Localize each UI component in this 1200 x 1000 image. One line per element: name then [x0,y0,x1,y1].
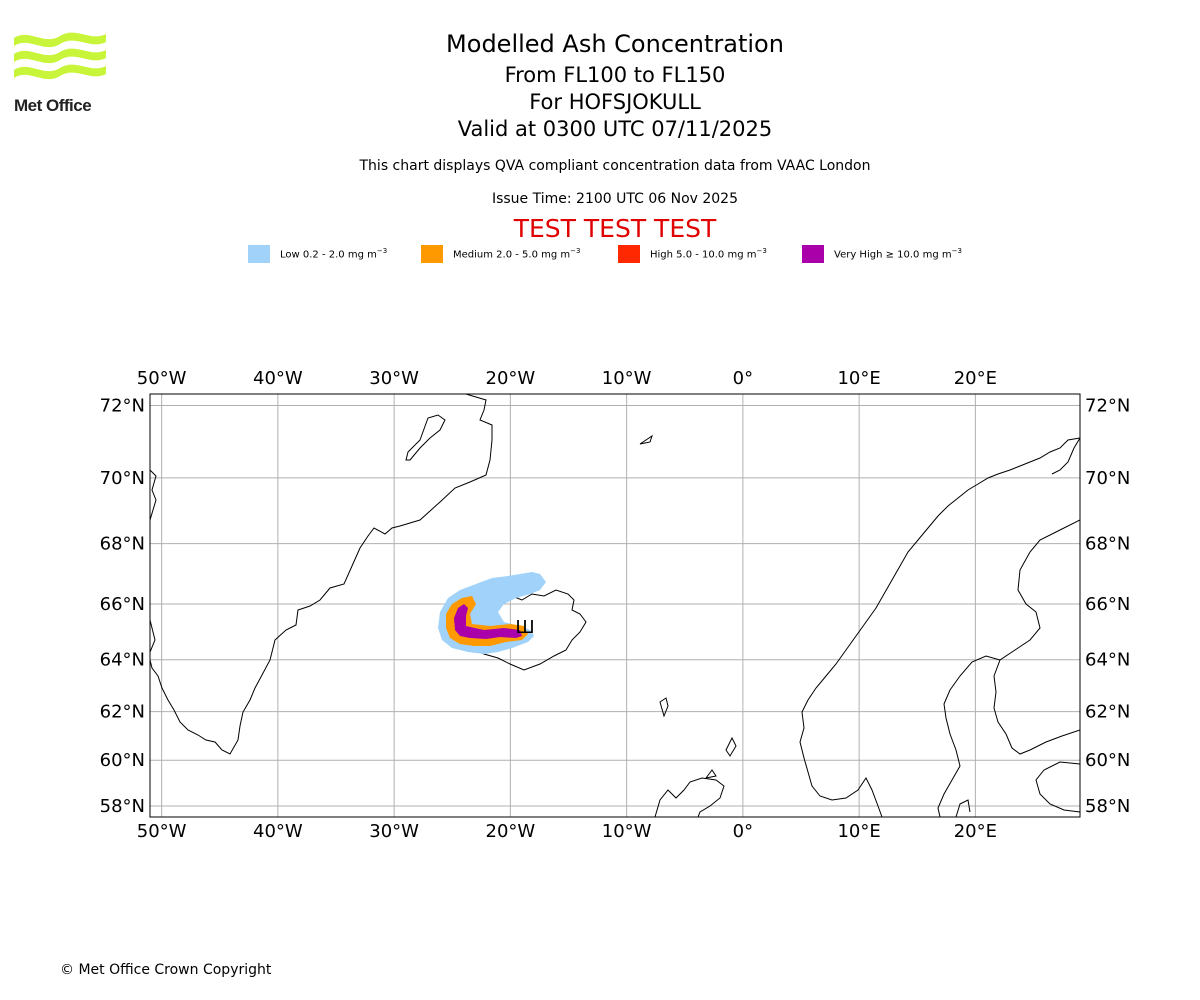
north-cape [1051,437,1080,475]
legend-label-low: Low 0.2 - 2.0 mg m [280,249,377,261]
chart-title: Modelled Ash Concentration [446,30,784,58]
lat-tick-label-left: 70°N [100,468,145,489]
compliance-note: This chart displays QVA compliant concen… [359,158,871,174]
met-office-logo: Met Office [14,30,106,115]
lon-tick-label-bottom: 50°W [137,821,187,842]
greenland-fjord [405,414,446,461]
baffin-edge [150,619,156,653]
volcano-name: For HOFSJOKULL [529,90,701,114]
estonia-coast [1035,761,1080,813]
greenland-coast [150,394,493,755]
lat-tick-label-left: 68°N [100,534,145,555]
legend-item-high: High 5.0 - 10.0 mg m−3 [618,244,767,264]
lat-tick-label-left: 72°N [100,396,145,417]
lat-tick-label-right: 62°N [1085,702,1130,723]
lon-tick-label-bottom: 20°E [954,821,997,842]
orkney [704,769,717,779]
flight-level-range: From FL100 to FL150 [504,63,726,87]
lon-tick-label-bottom: 30°W [369,821,419,842]
graticule [150,394,1080,817]
lat-tick-label-left: 66°N [100,594,145,615]
faroe-islands [659,697,669,718]
lon-tick-label-bottom: 40°W [253,821,303,842]
lat-tick-label-left: 60°N [100,750,145,771]
valid-time: Valid at 0300 UTC 07/11/2025 [457,117,773,141]
legend-swatch-very-high [802,245,824,263]
volcano-marker-icon: Ш [515,617,534,638]
legend-label-very-high: Very High ≥ 10.0 mg m [834,249,952,261]
lon-tick-label-bottom: 10°W [602,821,652,842]
legend-label-medium: Medium 2.0 - 5.0 mg m [453,249,571,261]
legend-item-very-high: Very High ≥ 10.0 mg m−3 [802,244,962,264]
legend-item-medium: Medium 2.0 - 5.0 mg m−3 [421,244,580,264]
logo-waves-icon [14,32,106,80]
lat-tick-label-right: 64°N [1085,650,1130,671]
axis-tick-labels: 50°W 50°W 40°W 40°W 30°W 30°W 20°W 20°W 10°W 10°W… [100,368,1131,842]
copyright: © Met Office Crown Copyright [60,962,272,978]
lon-tick-label-top: 10°E [837,368,880,389]
legend-label-high: High 5.0 - 10.0 mg m [650,249,757,261]
norway-coast [799,437,1080,817]
lon-tick-label-top: 0° [733,368,753,389]
lat-tick-label-right: 70°N [1085,468,1130,489]
denmark-coast [955,799,971,817]
lat-tick-label-left: 62°N [100,702,145,723]
map-background [150,394,1080,817]
sweden-east-coast [937,655,1001,817]
scotland-coast [654,777,725,817]
lon-tick-label-top: 20°E [954,368,997,389]
jan-mayen [639,434,653,445]
lon-tick-label-bottom: 0° [733,821,753,842]
lon-tick-label-bottom: 10°E [837,821,880,842]
coastlines [150,394,1080,817]
lon-tick-label-top: 30°W [369,368,419,389]
legend-swatch-low [248,245,270,263]
map-frame [149,393,1081,818]
issue-time: Issue Time: 2100 UTC 06 Nov 2025 [491,191,739,207]
lat-tick-label-right: 58°N [1085,796,1130,817]
legend-item-low: Low 0.2 - 2.0 mg m−3 [248,244,387,264]
lon-tick-label-top: 40°W [253,368,303,389]
lon-tick-label-top: 20°W [486,368,536,389]
lat-tick-label-left: 58°N [100,796,145,817]
lon-tick-label-top: 50°W [137,368,187,389]
legend-swatch-medium [421,245,443,263]
lon-tick-label-bottom: 20°W [486,821,536,842]
lat-tick-label-right: 72°N [1085,396,1130,417]
ash-plume [438,572,546,654]
lat-tick-label-right: 68°N [1085,534,1130,555]
lon-tick-label-top: 10°W [602,368,652,389]
greenland-west-edge [150,469,157,521]
lat-tick-label-right: 66°N [1085,594,1130,615]
logo-text: Met Office [14,96,92,115]
shetland [725,736,737,757]
lat-tick-label-left: 64°N [100,650,145,671]
lat-tick-label-right: 60°N [1085,750,1130,771]
plume-very-high [454,604,522,639]
legend-swatch-high [618,245,640,263]
test-banner: TEST TEST TEST [513,214,717,243]
